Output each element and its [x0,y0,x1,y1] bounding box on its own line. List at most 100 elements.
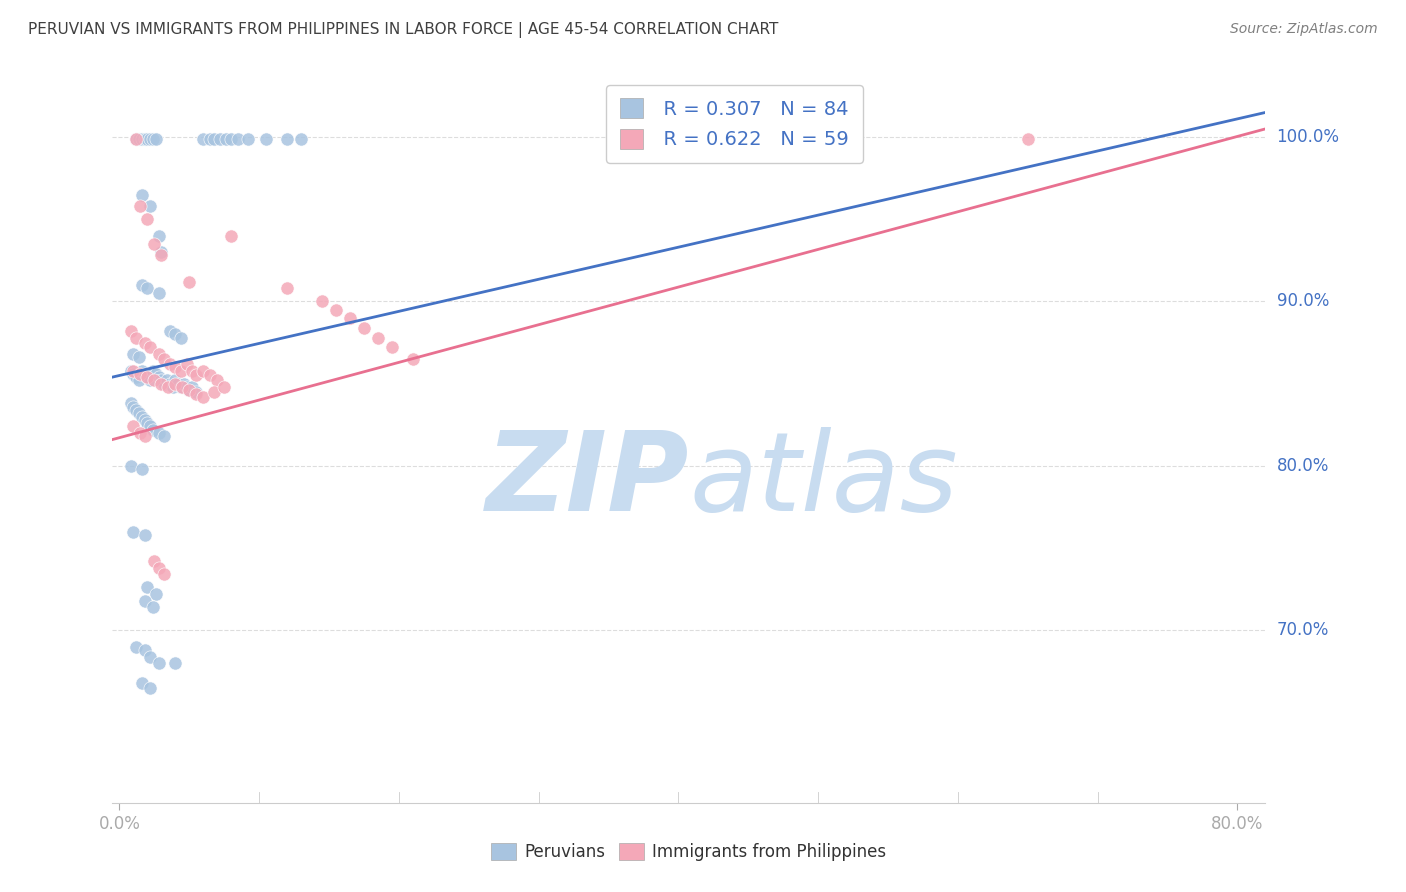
Point [353,320,375,334]
Point [145,132,167,146]
Point [165,360,187,375]
Point [131,675,153,690]
Point [125,640,148,654]
Text: Source: ZipAtlas.com: Source: ZipAtlas.com [1230,22,1378,37]
Point [200,132,222,146]
Point [139,199,162,213]
Point [139,132,162,146]
Point [136,132,159,146]
Point [122,367,145,381]
Text: ZIP: ZIP [485,427,689,534]
Point [219,228,242,243]
Point [193,132,215,146]
Point [139,681,162,695]
Point [179,383,201,397]
Point [122,363,145,377]
Point [125,331,148,345]
Point [125,370,148,384]
Point [367,331,389,345]
Point [145,587,167,601]
Point [131,132,153,146]
Legend: Peruvians, Immigrants from Philippines: Peruvians, Immigrants from Philippines [485,836,893,868]
Point [165,373,187,387]
Point [181,363,204,377]
Text: atlas: atlas [689,427,957,534]
Point [148,370,170,384]
Point [167,376,190,391]
Point [150,373,173,387]
Point [181,380,204,394]
Point [325,302,347,317]
Point [134,643,156,657]
Text: 100.0%: 100.0% [1277,128,1340,146]
Point [129,367,152,381]
Point [186,368,208,383]
Point [186,384,208,399]
Point [120,458,142,473]
Point [150,245,173,260]
Point [276,281,298,295]
Point [128,373,150,387]
Point [136,581,159,595]
Point [134,593,156,607]
Point [193,390,215,404]
Point [139,649,162,664]
Point [148,347,170,361]
Point [134,367,156,381]
Point [129,199,152,213]
Text: 70.0%: 70.0% [1277,621,1329,640]
Point [170,363,193,377]
Point [143,373,166,387]
Point [179,275,201,289]
Point [142,132,165,146]
Text: PERUVIAN VS IMMIGRANTS FROM PHILIPPINES IN LABOR FORCE | AGE 45-54 CORRELATION C: PERUVIAN VS IMMIGRANTS FROM PHILIPPINES … [28,22,779,38]
Point [204,132,226,146]
Point [142,363,165,377]
Text: 80.0%: 80.0% [1277,457,1329,475]
Point [145,367,167,381]
Point [136,281,159,295]
Point [139,419,162,434]
Point [159,324,181,338]
Point [153,376,176,391]
Point [134,429,156,443]
Point [134,413,156,427]
Point [170,331,193,345]
Point [122,400,145,414]
Point [170,380,193,394]
Point [214,380,236,394]
Point [162,380,184,394]
Point [276,132,298,146]
Point [139,341,162,355]
Point [148,425,170,440]
Point [159,357,181,371]
Point [136,212,159,227]
Point [148,560,170,574]
Point [254,132,277,146]
Point [207,373,229,387]
Point [136,370,159,384]
Point [122,419,145,434]
Point [1017,132,1039,146]
Point [122,524,145,539]
Point [143,236,166,251]
Point [226,132,249,146]
Point [153,351,176,366]
Point [176,380,198,394]
Point [128,351,150,365]
Point [125,403,148,417]
Point [179,383,201,397]
Point [150,248,173,262]
Point [120,363,142,377]
Point [290,132,312,146]
Point [148,228,170,243]
Point [157,380,180,394]
Point [153,567,176,582]
Point [129,425,152,440]
Point [122,347,145,361]
Point [136,416,159,430]
Point [131,363,153,377]
Point [131,462,153,476]
Point [120,324,142,338]
Point [153,429,176,443]
